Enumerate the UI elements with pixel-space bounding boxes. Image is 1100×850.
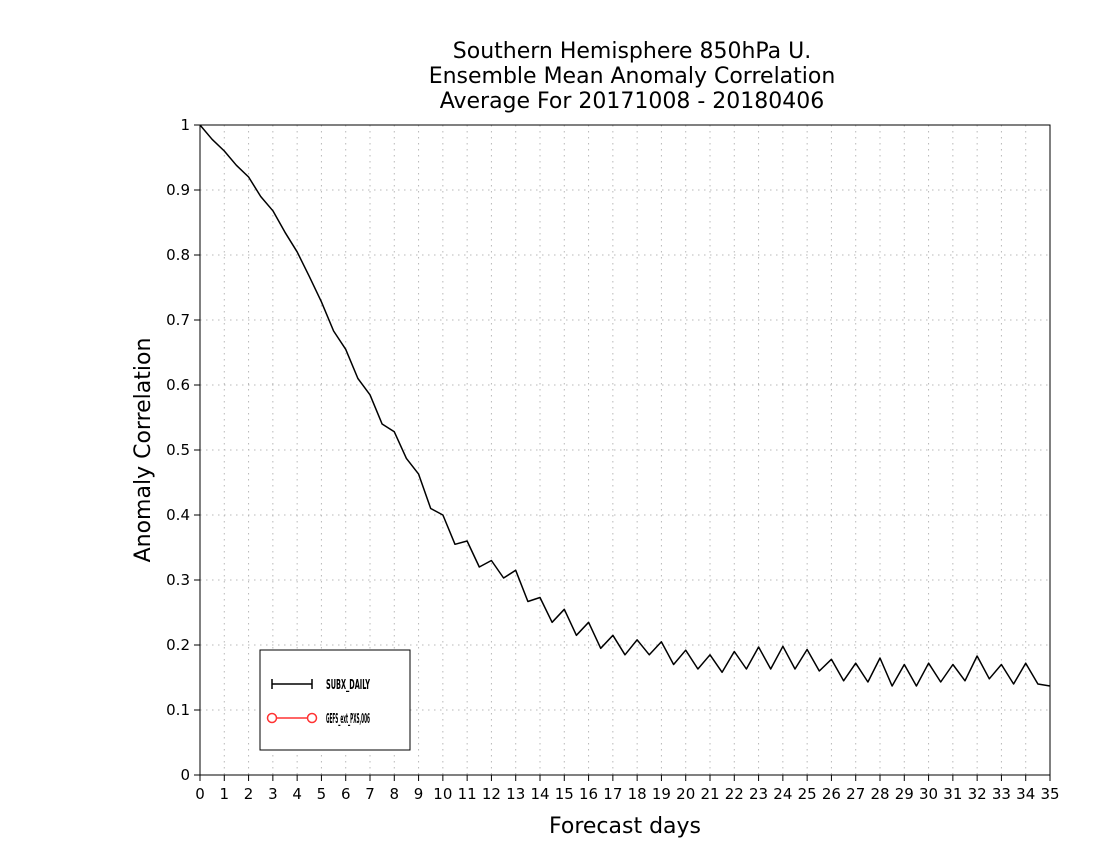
x-tick-label: 23 (749, 785, 768, 803)
y-axis: 0 0.1 0.2 0.3 0.4 0.5 0.6 0.7 0.8 0.9 1 (166, 116, 200, 784)
x-tick-label: 5 (317, 785, 327, 803)
x-tick-label: 30 (919, 785, 938, 803)
x-tick-label: 24 (773, 785, 792, 803)
x-tick-label: 15 (555, 785, 574, 803)
x-tick-label: 20 (676, 785, 695, 803)
y-tick-label: 0.4 (166, 506, 190, 524)
x-tick-label: 32 (968, 785, 987, 803)
x-tick-label: 22 (725, 785, 744, 803)
x-tick-label: 35 (1040, 785, 1059, 803)
y-tick-label: 0.3 (166, 571, 190, 589)
x-tick-label: 27 (846, 785, 865, 803)
x-tick-label: 28 (870, 785, 889, 803)
legend-marker (306, 712, 318, 724)
y-tick-label: 0 (180, 766, 190, 784)
x-tick-label: 13 (506, 785, 525, 803)
x-tick-label: 31 (943, 785, 962, 803)
x-tick-label: 14 (530, 785, 549, 803)
x-tick-label: 2 (244, 785, 254, 803)
x-tick-label: 10 (433, 785, 452, 803)
x-tick-label: 26 (822, 785, 841, 803)
x-tick-label: 11 (458, 785, 477, 803)
x-tick-label: 1 (220, 785, 230, 803)
legend-label: GEFS_ext_PXS,006 (326, 712, 370, 727)
x-tick-label: 8 (390, 785, 400, 803)
x-tick-label: 12 (482, 785, 501, 803)
x-tick-label: 4 (292, 785, 302, 803)
x-axis: 0 1 2 3 4 5 6 7 8 9 10 11 12 13 14 15 16 17 18 19 20 21 22 23 24… (195, 775, 1060, 803)
x-tick-label: 25 (798, 785, 817, 803)
x-tick-label: 18 (628, 785, 647, 803)
y-tick-label: 0.7 (166, 311, 190, 329)
y-tick-label: 0.9 (166, 181, 190, 199)
y-tick-label: 0.1 (166, 701, 190, 719)
series-line (199, 124, 1051, 687)
x-axis-label: Forecast days (549, 814, 701, 839)
x-tick-label: 19 (652, 785, 671, 803)
x-tick-label: 21 (700, 785, 719, 803)
y-tick-label: 0.8 (166, 246, 190, 264)
grid (200, 125, 1050, 775)
legend: SUBX_DAILY GEFS_ext_PXS,006 (259, 649, 411, 751)
x-tick-label: 0 (195, 785, 205, 803)
legend-box (259, 649, 411, 751)
x-tick-label: 3 (268, 785, 278, 803)
y-tick-label: 1 (180, 116, 190, 134)
y-tick-label: 0.5 (166, 441, 190, 459)
series (199, 124, 1051, 687)
legend-label: SUBX_DAILY (326, 678, 370, 693)
x-tick-label: 17 (603, 785, 622, 803)
title-line: Southern Hemisphere 850hPa U. (453, 39, 811, 64)
y-tick-label: 0.6 (166, 376, 190, 394)
y-axis-label: Anomaly Correlation (131, 338, 156, 563)
x-tick-label: 7 (365, 785, 375, 803)
legend-marker (266, 712, 278, 724)
x-tick-label: 16 (579, 785, 598, 803)
chart-title: Southern Hemisphere 850hPa U.Ensemble Me… (429, 39, 836, 114)
x-tick-label: 29 (895, 785, 914, 803)
x-tick-label: 34 (1016, 785, 1035, 803)
y-tick-label: 0.2 (166, 636, 190, 654)
x-tick-label: 6 (341, 785, 351, 803)
title-line: Ensemble Mean Anomaly Correlation (429, 64, 836, 89)
title-line: Average For 20171008 - 20180406 (440, 89, 825, 114)
x-tick-label: 9 (414, 785, 424, 803)
x-tick-label: 33 (992, 785, 1011, 803)
